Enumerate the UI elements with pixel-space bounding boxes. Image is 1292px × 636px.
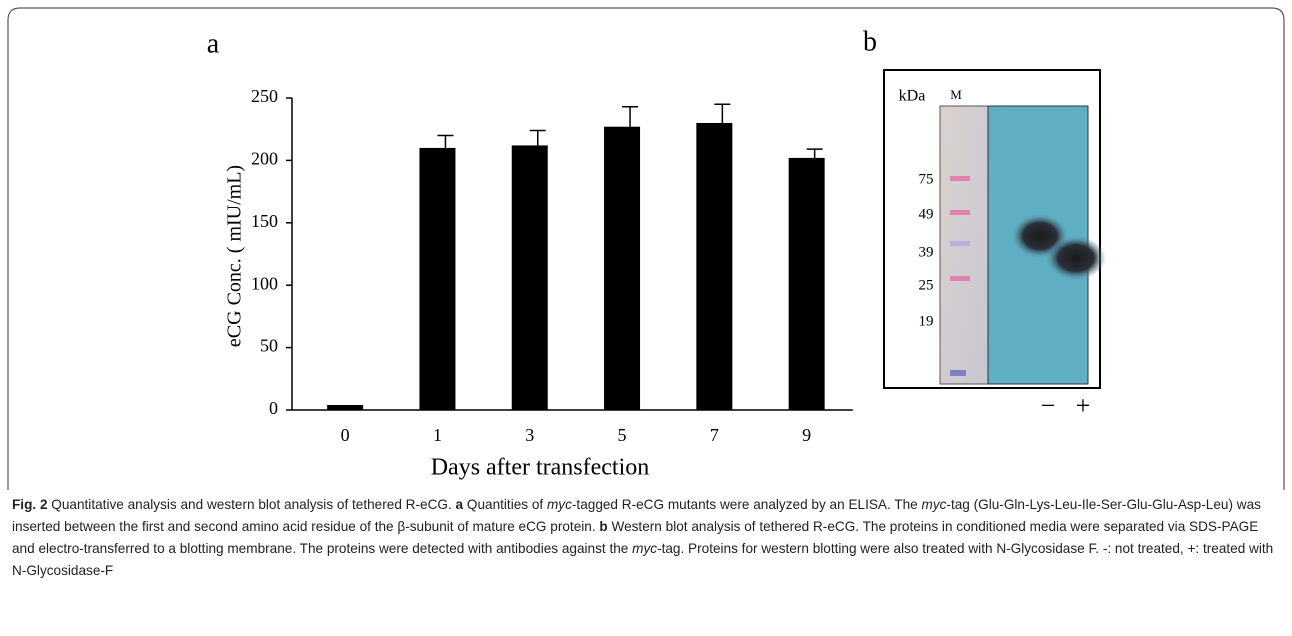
- caption: Fig. 2 Quantitative analysis and western…: [12, 494, 1282, 582]
- error-bar: [530, 130, 546, 145]
- caption-text: Quantitative analysis and western blot a…: [48, 497, 456, 512]
- marker-label: 19: [919, 313, 934, 329]
- band: [950, 176, 970, 181]
- lane-label: +: [1076, 391, 1091, 420]
- error-bar: [437, 135, 453, 147]
- bar: [789, 158, 825, 410]
- x-tick-label: 5: [618, 425, 627, 445]
- figure: a Days after transfection eCG Conc. ( mI…: [0, 0, 1292, 494]
- caption-text: myc: [632, 541, 657, 556]
- y-tick-label: 0: [269, 398, 278, 418]
- y-tick-label: 250: [251, 86, 278, 106]
- bar: [419, 148, 455, 410]
- y-axis-title: eCG Conc. ( mIU/mL): [224, 165, 246, 347]
- band: [950, 276, 970, 281]
- y-tick-label: 150: [251, 211, 278, 231]
- x-tick-label: 9: [802, 425, 811, 445]
- error-bar: [622, 107, 638, 127]
- band: [950, 370, 966, 376]
- marker-label: 39: [919, 244, 934, 260]
- caption-label: b: [599, 519, 607, 534]
- lane-label: −: [1041, 391, 1056, 420]
- caption-label: a: [456, 497, 464, 512]
- y-tick-label: 200: [251, 149, 278, 169]
- blot-band: [1046, 236, 1106, 280]
- y-tick-label: 100: [251, 273, 278, 293]
- x-axis-title: Days after transfection: [431, 455, 650, 481]
- error-bar: [807, 149, 823, 158]
- caption-text: myc: [547, 497, 572, 512]
- caption-text: -tagged R-eCG mutants were analyzed by a…: [572, 497, 922, 512]
- x-tick-label: 0: [341, 425, 350, 445]
- bar: [604, 127, 640, 410]
- lane-label: M: [950, 87, 962, 102]
- plot: 0 50 100 150 200 250 0 1 3 5 7 9: [251, 86, 853, 445]
- bar: [512, 145, 548, 410]
- band: [950, 241, 970, 246]
- band: [950, 210, 970, 215]
- marker-label: 25: [919, 277, 934, 293]
- marker-label: 49: [919, 206, 934, 222]
- panel-label: a: [207, 28, 220, 59]
- caption-label: Fig. 2: [12, 497, 48, 512]
- y-tick-label: 50: [260, 336, 278, 356]
- caption-text: Quantities of: [463, 497, 547, 512]
- x-tick-label: 3: [525, 425, 534, 445]
- bar: [327, 405, 363, 410]
- panel-label: b: [863, 26, 877, 57]
- error-bar: [714, 104, 730, 123]
- caption-text: myc: [922, 497, 947, 512]
- page: {"chart_data": {"type": "bar", "panel_la…: [0, 0, 1292, 636]
- bar: [696, 123, 732, 410]
- marker-label: 75: [919, 171, 934, 187]
- unit-label: kDa: [899, 88, 926, 105]
- x-tick-label: 7: [710, 425, 719, 445]
- x-tick-label: 1: [433, 425, 442, 445]
